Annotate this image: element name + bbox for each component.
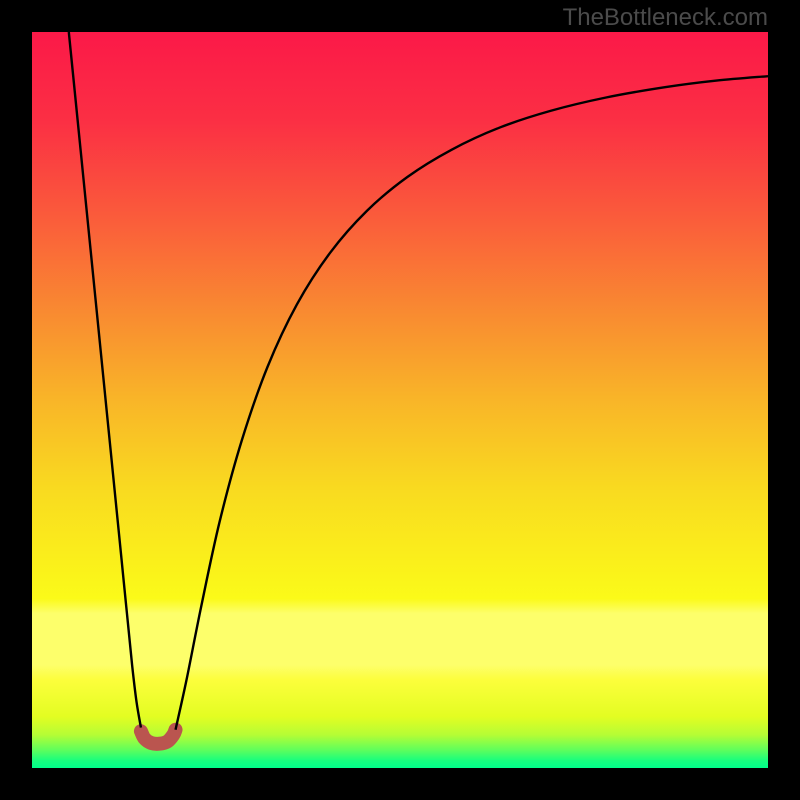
- chart-frame: [32, 32, 768, 768]
- curve-left: [69, 32, 141, 728]
- curve-right: [176, 76, 768, 730]
- watermark-text: TheBottleneck.com: [563, 4, 768, 32]
- curve-layer: [32, 32, 768, 768]
- marker-path: [141, 730, 176, 744]
- plot-area: [32, 32, 768, 768]
